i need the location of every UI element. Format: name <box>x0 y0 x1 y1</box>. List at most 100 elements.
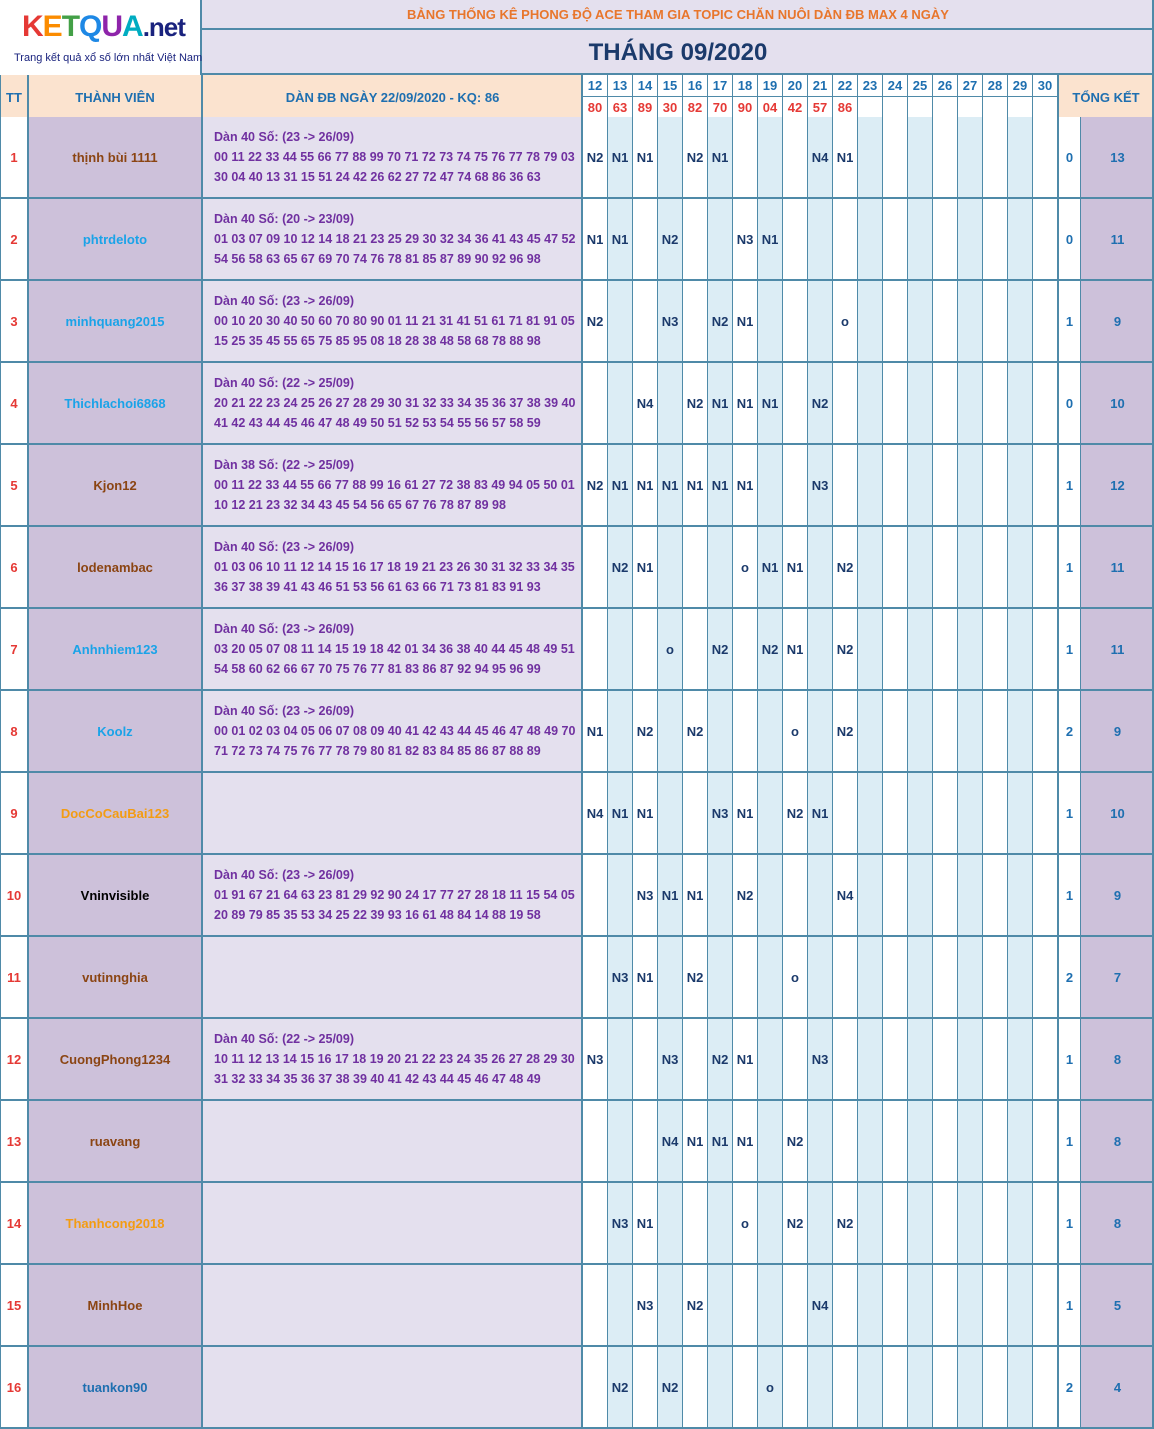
result-cell <box>783 1265 808 1347</box>
result-cell: N4 <box>808 1265 833 1347</box>
result-cell <box>583 609 608 691</box>
summary-total: 5 <box>1081 1265 1154 1347</box>
member-name[interactable]: thịnh bùi 1111 <box>28 117 202 199</box>
result-cell: N3 <box>583 1019 608 1101</box>
result-cell <box>683 1347 708 1429</box>
member-name[interactable]: Thichlachoi6868 <box>28 363 202 445</box>
result-cell <box>958 363 983 445</box>
result-cell <box>858 445 883 527</box>
result-cell <box>858 1101 883 1183</box>
result-cell <box>983 609 1008 691</box>
result-cell <box>983 199 1008 281</box>
result-cell <box>883 1265 908 1347</box>
result-cell <box>933 773 958 855</box>
dan-heading: Dàn 40 Số: (20 -> 23/09) <box>214 212 354 226</box>
result-cell: N2 <box>758 609 783 691</box>
member-name[interactable]: tuankon90 <box>28 1347 202 1429</box>
member-name[interactable]: ruavang <box>28 1101 202 1183</box>
member-name[interactable]: vutinnghia <box>28 937 202 1019</box>
summary-total: 11 <box>1081 199 1154 281</box>
result-cell: N2 <box>683 1265 708 1347</box>
logo[interactable]: KETQUA.net Trang kết quả xổ số lớn nhất … <box>0 0 202 75</box>
member-name[interactable]: CuongPhong1234 <box>28 1019 202 1101</box>
day-result: 63 <box>608 97 633 119</box>
column-divider <box>201 75 203 1429</box>
result-cell: N2 <box>783 773 808 855</box>
result-cell <box>933 1183 958 1265</box>
result-cell: N2 <box>583 117 608 199</box>
month-title: THÁNG 09/2020 <box>202 30 1154 75</box>
result-cell <box>833 1019 858 1101</box>
column-divider <box>1152 0 1154 1429</box>
result-cell <box>1008 773 1033 855</box>
member-name[interactable]: Thanhcong2018 <box>28 1183 202 1265</box>
result-cell <box>1008 937 1033 1019</box>
result-cell <box>983 1101 1008 1183</box>
result-cell <box>1033 937 1058 1019</box>
result-cell <box>883 773 908 855</box>
result-cell <box>683 773 708 855</box>
result-cell <box>683 199 708 281</box>
result-cell <box>658 117 683 199</box>
result-cell: N2 <box>683 691 708 773</box>
member-name[interactable]: Koolz <box>28 691 202 773</box>
dan-numbers: 20 21 22 23 24 25 26 27 28 29 30 31 32 3… <box>214 396 576 410</box>
result-cell <box>633 281 658 363</box>
member-name[interactable]: lodenambac <box>28 527 202 609</box>
day-header: 12 <box>583 75 608 97</box>
result-cell <box>1008 609 1033 691</box>
result-cell <box>658 773 683 855</box>
result-cell <box>958 691 983 773</box>
day-result: 89 <box>633 97 658 119</box>
result-cell: N2 <box>683 363 708 445</box>
dan-lines: Dàn 40 Số: (23 -> 26/09) 01 91 67 21 64 6… <box>214 865 575 925</box>
day-result <box>1033 97 1058 119</box>
result-cell <box>958 1347 983 1429</box>
member-name[interactable]: DocCoCauBai123 <box>28 773 202 855</box>
result-cell <box>883 691 908 773</box>
result-cell <box>883 1347 908 1429</box>
dan-lines: Dàn 40 Số: (20 -> 23/09) 01 03 07 09 10 1… <box>214 209 575 269</box>
result-cell <box>858 363 883 445</box>
member-name[interactable]: minhquang2015 <box>28 281 202 363</box>
result-cell: o <box>833 281 858 363</box>
result-cell <box>908 1265 933 1347</box>
result-cell <box>633 1101 658 1183</box>
result-cell <box>958 199 983 281</box>
result-cell: N4 <box>633 363 658 445</box>
result-cell: N1 <box>708 445 733 527</box>
result-cell <box>908 363 933 445</box>
result-cell <box>808 691 833 773</box>
result-cell <box>583 363 608 445</box>
result-cell: N2 <box>833 609 858 691</box>
dan-heading: Dàn 40 Số: (22 -> 25/09) <box>214 376 354 390</box>
result-cell <box>733 937 758 1019</box>
dan-lines: Dàn 40 Số: (23 -> 26/09) 01 03 06 10 11 1… <box>214 537 575 597</box>
member-name[interactable]: Vninvisible <box>28 855 202 937</box>
member-name[interactable]: phtrdeloto <box>28 199 202 281</box>
result-cell <box>883 855 908 937</box>
result-cell: N4 <box>583 773 608 855</box>
result-cell <box>783 1019 808 1101</box>
result-cell: N1 <box>708 117 733 199</box>
result-cell <box>758 281 783 363</box>
result-cell: N2 <box>633 691 658 773</box>
member-name[interactable]: Anhnhiem123 <box>28 609 202 691</box>
result-cell <box>958 855 983 937</box>
result-cell <box>1008 281 1033 363</box>
result-cell <box>783 199 808 281</box>
result-cell: N2 <box>583 281 608 363</box>
result-cell: N3 <box>658 1019 683 1101</box>
result-cell <box>1008 691 1033 773</box>
member-name[interactable]: MinhHoe <box>28 1265 202 1347</box>
day-header: 20 <box>783 75 808 97</box>
dan-heading: Dàn 40 Số: (22 -> 25/09) <box>214 1032 354 1046</box>
result-cell <box>808 1183 833 1265</box>
row-number: 7 <box>0 609 28 691</box>
row-number: 4 <box>0 363 28 445</box>
member-dan <box>202 1183 583 1265</box>
result-cell <box>858 527 883 609</box>
member-dan: Dàn 40 Số: (23 -> 26/09) 03 20 05 07 08 1… <box>202 609 583 691</box>
member-name[interactable]: Kjon12 <box>28 445 202 527</box>
summary-misses: 2 <box>1058 1347 1081 1429</box>
